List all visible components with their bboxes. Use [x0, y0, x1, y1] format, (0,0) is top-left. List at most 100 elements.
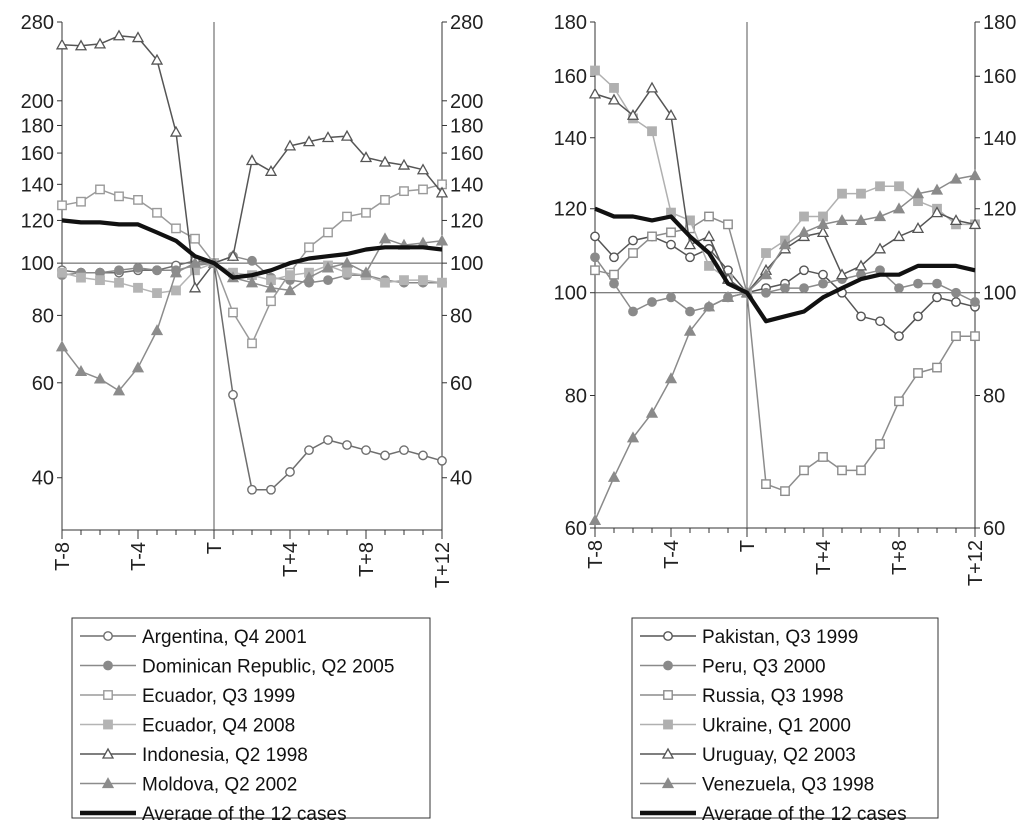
series-marker	[302, 135, 316, 147]
series-marker	[951, 297, 961, 307]
series-marker	[112, 29, 126, 41]
chart-panel-2: 60 60 80 80 100 100 120 120 140 140 160 160 180 180 T-…	[554, 12, 1017, 586]
y-tick-label-right: 100	[983, 283, 1016, 305]
legend-label: Average of the 12 cases	[142, 804, 347, 820]
y-tick-label-right: 200	[450, 91, 483, 113]
series-marker	[114, 265, 124, 276]
x-tick-label: T-4	[128, 542, 150, 571]
series-marker	[661, 747, 675, 759]
series-marker	[816, 226, 830, 238]
series-marker	[663, 690, 673, 700]
series-marker	[342, 440, 352, 450]
series-marker	[626, 108, 640, 120]
series-marker	[663, 660, 673, 671]
legend-item: Venezuela, Q3 1998	[640, 775, 874, 796]
series-marker	[302, 271, 316, 283]
legend-item: Uruguay, Q2 2003	[640, 745, 856, 766]
legend-box	[71, 617, 431, 819]
series-marker	[778, 238, 792, 250]
x-tick-label: T	[204, 542, 226, 554]
series-marker	[704, 260, 714, 271]
y-tick-label-right: 120	[450, 210, 483, 232]
series-marker	[95, 184, 105, 195]
series-marker	[150, 324, 164, 336]
series-marker	[190, 233, 200, 244]
series-marker	[780, 486, 790, 497]
series-marker	[112, 384, 126, 396]
series-marker	[323, 435, 333, 445]
series-marker	[799, 211, 809, 222]
series-marker	[609, 278, 619, 289]
series-marker	[663, 719, 673, 730]
y-tick-label-right: 160	[450, 143, 483, 165]
series-marker	[704, 211, 714, 222]
y-tick-label-left: 280	[21, 12, 54, 34]
series-marker	[759, 268, 773, 280]
series-marker	[590, 65, 600, 76]
series-marker	[95, 275, 105, 286]
series-marker	[114, 277, 124, 288]
series-marker	[873, 242, 887, 254]
series-marker	[911, 187, 925, 199]
series-marker	[57, 267, 67, 278]
series-marker	[361, 445, 371, 456]
series-marker	[418, 450, 428, 461]
series-marker	[609, 252, 619, 263]
y-tick-label-left: 100	[21, 253, 54, 275]
x-tick-label: T+12	[432, 542, 454, 588]
series-marker	[664, 372, 678, 384]
series-marker	[340, 129, 354, 141]
legend-item: Ecuador, Q4 2008	[80, 716, 295, 737]
y-tick-label-left: 160	[554, 66, 587, 88]
series-marker	[913, 311, 923, 322]
series-marker	[932, 292, 942, 303]
series-marker	[93, 372, 107, 384]
series-marker	[247, 484, 257, 495]
series-marker	[340, 256, 354, 268]
chart-panel-1: 40 40 60 60 80 80 100 100 120 120 140 140 160 160 180 1…	[21, 12, 484, 588]
series-marker	[399, 186, 409, 197]
series-marker	[361, 207, 371, 218]
series-marker	[435, 186, 449, 198]
legend-label: Uruguay, Q2 2003	[702, 745, 856, 766]
y-tick-label-left: 180	[554, 12, 587, 34]
y-tick-label-left: 120	[554, 199, 587, 221]
series-marker	[590, 252, 600, 263]
x-tick-label: T-4	[661, 540, 683, 569]
series-marker	[380, 277, 390, 288]
y-tick-label-right: 80	[450, 305, 472, 327]
series-marker	[133, 194, 143, 205]
series-marker	[932, 278, 942, 289]
legend-label: Argentina, Q4 2001	[142, 627, 307, 648]
legend-label: Indonesia, Q2 1998	[142, 745, 308, 766]
series-marker	[875, 439, 885, 449]
legend-item: Average of the 12 cases	[640, 804, 907, 820]
series-marker	[951, 331, 961, 342]
series-average-of-the-12-cases	[61, 218, 443, 280]
series-marker	[74, 39, 88, 51]
legend-label: Moldova, Q2 2002	[142, 775, 297, 796]
series-marker	[304, 242, 314, 253]
legend-label: Average of the 12 cases	[702, 804, 907, 820]
series-marker	[913, 368, 923, 378]
y-tick-label-right: 140	[450, 174, 483, 196]
series-marker	[628, 235, 638, 246]
series-peru-q3-2000	[590, 252, 980, 317]
series-marker	[285, 270, 295, 281]
series-marker	[875, 181, 885, 192]
legend-item: Dominican Republic, Q2 2005	[80, 657, 394, 678]
series-russia-q3-1998	[590, 211, 980, 497]
series-marker	[607, 93, 621, 105]
y-tick-label-right: 160	[983, 66, 1016, 88]
series-marker	[968, 218, 982, 230]
y-tick-label-left: 80	[565, 385, 587, 407]
series-marker	[416, 163, 430, 175]
series-marker	[590, 231, 600, 242]
x-tick-label: T	[737, 540, 759, 552]
y-tick-label-right: 100	[450, 253, 483, 275]
series-marker	[152, 288, 162, 298]
y-tick-label-right: 80	[983, 385, 1005, 407]
series-marker	[57, 200, 67, 211]
series-marker	[875, 316, 885, 327]
series-marker	[342, 211, 352, 222]
